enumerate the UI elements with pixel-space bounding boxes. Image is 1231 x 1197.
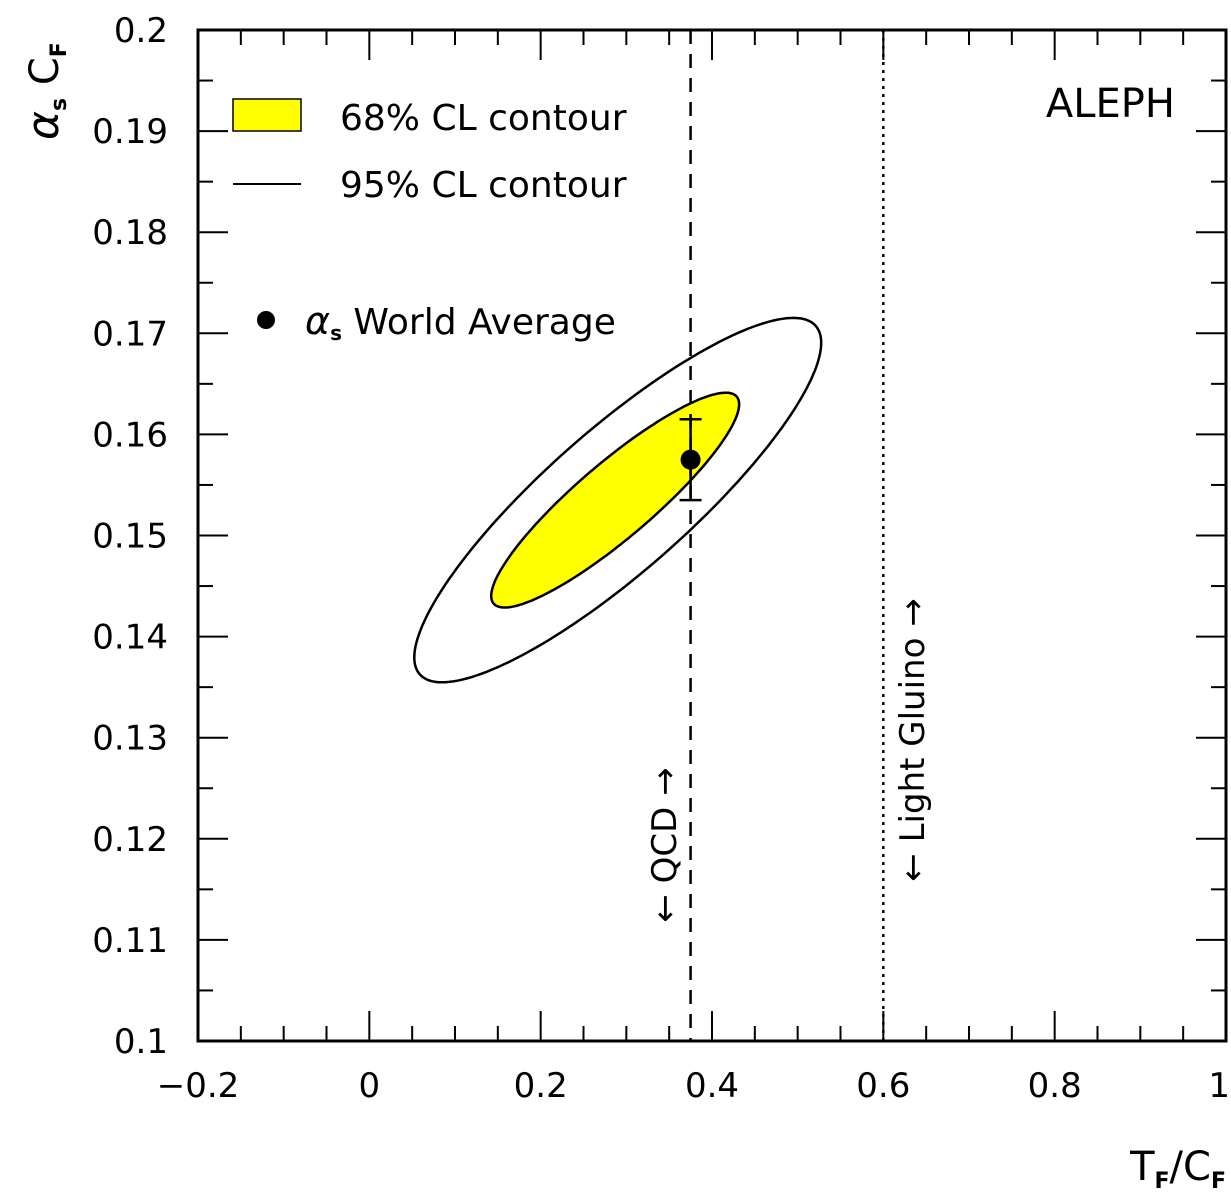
- y-tick-label: 0.12: [92, 820, 168, 860]
- qcd-label: ← QCD →: [645, 767, 685, 922]
- x-tick-label: 0: [359, 1066, 381, 1106]
- legend-marker-world-average: [257, 311, 275, 329]
- y-tick-label: 0.16: [92, 415, 168, 455]
- legend-label-68: 68% CL contour: [340, 98, 627, 139]
- svg-text:← Light Gluino →: ← Light Gluino →: [893, 598, 933, 881]
- x-tick-label: 1: [1208, 1066, 1230, 1106]
- light-gluino-label: ← Light Gluino →: [893, 598, 933, 881]
- experiment-label: ALEPH: [1046, 81, 1175, 127]
- svg-text:αs CF: αs CF: [18, 42, 72, 140]
- reference-lines: [689, 30, 885, 1041]
- y-tick-label: 0.17: [92, 314, 168, 354]
- y-tick-label: 0.19: [92, 112, 168, 152]
- world-average-point: [680, 449, 701, 470]
- y-tick-label: 0.1: [114, 1022, 168, 1062]
- y-tick-label: 0.14: [92, 618, 168, 658]
- legend-label-world-average: αs World Average: [305, 299, 616, 345]
- y-tick-label: 0.15: [92, 517, 168, 557]
- svg-text:← QCD →: ← QCD →: [645, 767, 685, 922]
- x-tick-labels: −0.2 0 0.2 0.4 0.6 0.8 1: [157, 1066, 1230, 1106]
- x-tick-label: −0.2: [157, 1066, 240, 1106]
- contour-95: [413, 316, 823, 684]
- x-tick-label: 0.8: [1028, 1066, 1082, 1106]
- x-tick-label: 0.4: [685, 1066, 739, 1106]
- x-tick-label: 0.2: [514, 1066, 568, 1106]
- y-tick-label: 0.13: [92, 719, 168, 759]
- y-axis-title: αs CF: [18, 42, 72, 140]
- y-tick-labels: 0.1 0.11 0.12 0.13 0.14 0.15 0.16 0.17 0.18 0.19 0…: [92, 11, 168, 1062]
- y-tick-label: 0.2: [114, 11, 168, 51]
- x-axis-title: TF/CF: [1129, 1144, 1226, 1194]
- legend-label-95: 95% CL contour: [340, 165, 627, 206]
- y-tick-label: 0.18: [92, 213, 168, 253]
- y-tick-label: 0.11: [92, 921, 168, 961]
- axis-ticks: [197, 29, 1227, 1042]
- world-average-marker: [679, 417, 702, 502]
- x-tick-label: 0.6: [856, 1066, 910, 1106]
- contour-68: [489, 391, 741, 609]
- legend-swatch-68: [232, 98, 302, 132]
- legend: 68% CL contour 95% CL contour αs World A…: [232, 98, 627, 345]
- contours: [413, 316, 823, 684]
